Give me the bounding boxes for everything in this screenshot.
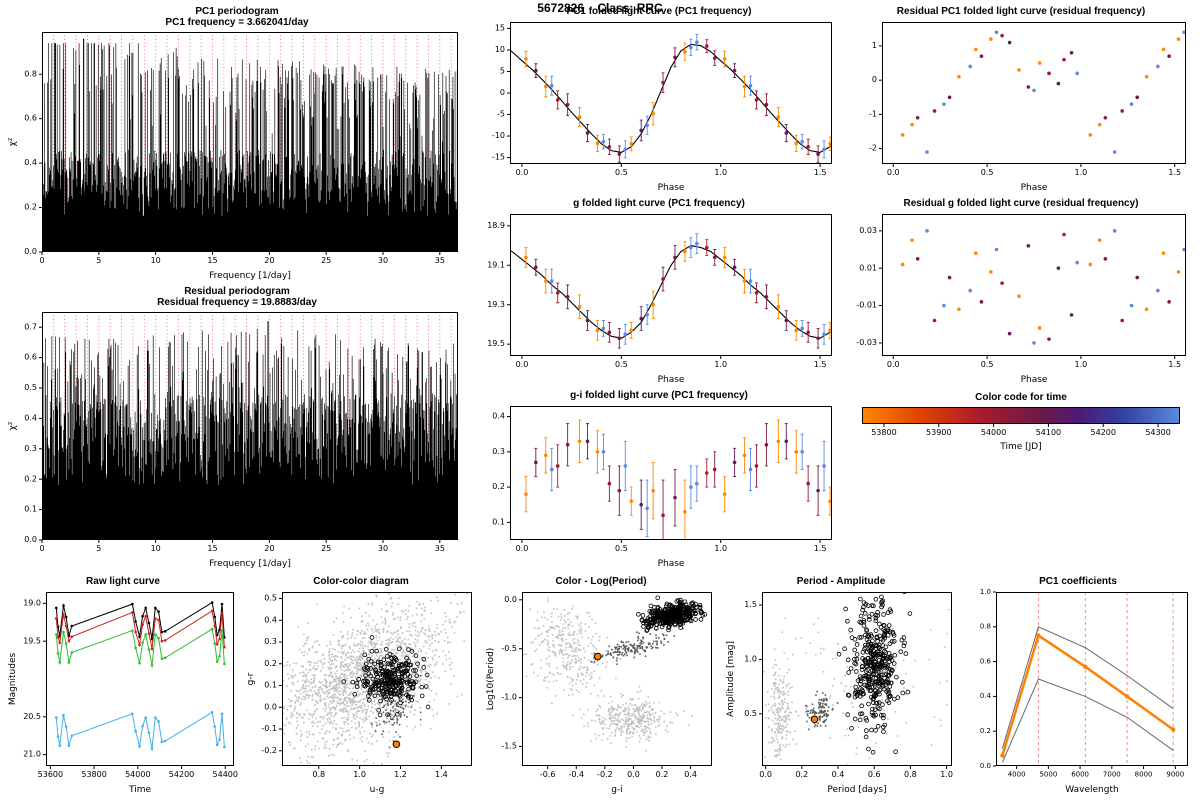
- color-logperiod-chart: [484, 588, 718, 796]
- time-colorbar-gradient: [848, 404, 1194, 468]
- residual-periodogram-chart: [6, 308, 468, 570]
- residual-g-folded-chart: [848, 210, 1194, 386]
- residual-pc1-folded-chart: [848, 18, 1194, 194]
- period-amplitude-title: Period - Amplitude: [796, 576, 886, 587]
- gi-folded-chart: [478, 402, 840, 570]
- residual-periodogram-title-line1: Residual periodogram: [184, 286, 290, 297]
- time-colorbar-title: Color code for time: [975, 392, 1067, 403]
- panel-residual-periodogram: Residual periodogram Residual frequency …: [6, 286, 468, 570]
- pc1-coefficients-chart: [962, 588, 1194, 796]
- residual-g-folded-title: Residual g folded light curve (residual …: [903, 198, 1139, 209]
- raw-light-curve-title: Raw light curve: [86, 576, 160, 587]
- color-color-title: Color-color diagram: [313, 576, 409, 587]
- pc1-periodogram-title-line2: PC1 frequency = 3.662041/day: [165, 17, 309, 28]
- residual-periodogram-title-line2: Residual frequency = 19.8883/day: [157, 297, 317, 308]
- pc1-periodogram-chart: [6, 28, 468, 282]
- panel-time-colorbar: Color code for time: [848, 392, 1194, 468]
- page-title: 5672826 Class: RRC: [537, 1, 663, 15]
- panel-residual-g-folded: Residual g folded light curve (residual …: [848, 198, 1194, 386]
- g-folded-title: g folded light curve (PC1 frequency): [573, 198, 745, 209]
- raw-light-curve-chart: [6, 588, 240, 796]
- panel-pc1-folded: PC1 folded light curve (PC1 frequency): [478, 6, 840, 194]
- period-amplitude-chart: [724, 588, 958, 796]
- residual-pc1-folded-title: Residual PC1 folded light curve (residua…: [896, 6, 1146, 17]
- panel-gi-folded: g-i folded light curve (PC1 frequency): [478, 390, 840, 570]
- panel-color-color: Color-color diagram: [244, 576, 478, 796]
- g-folded-chart: [478, 210, 840, 386]
- panel-raw-light-curve: Raw light curve: [6, 576, 240, 796]
- residual-periodogram-title: Residual periodogram Residual frequency …: [6, 286, 468, 308]
- pc1-periodogram-title-line1: PC1 periodogram: [195, 6, 279, 17]
- panel-pc1-coefficients: PC1 coefficients: [962, 576, 1194, 796]
- color-color-chart: [244, 588, 478, 796]
- panel-color-logperiod: Color - Log(Period): [484, 576, 718, 796]
- panel-residual-pc1-folded: Residual PC1 folded light curve (residua…: [848, 6, 1194, 194]
- panel-pc1-periodogram: PC1 periodogram PC1 frequency = 3.662041…: [6, 6, 468, 282]
- panel-g-folded: g folded light curve (PC1 frequency): [478, 198, 840, 386]
- gi-folded-title: g-i folded light curve (PC1 frequency): [570, 390, 748, 401]
- color-logperiod-title: Color - Log(Period): [555, 576, 647, 587]
- pc1-periodogram-title: PC1 periodogram PC1 frequency = 3.662041…: [6, 6, 468, 28]
- pc1-folded-chart: [478, 18, 840, 194]
- pc1-folded-title: PC1 folded light curve (PC1 frequency): [566, 6, 752, 17]
- panel-period-amplitude: Period - Amplitude: [724, 576, 958, 796]
- pc1-coefficients-title: PC1 coefficients: [1039, 576, 1117, 587]
